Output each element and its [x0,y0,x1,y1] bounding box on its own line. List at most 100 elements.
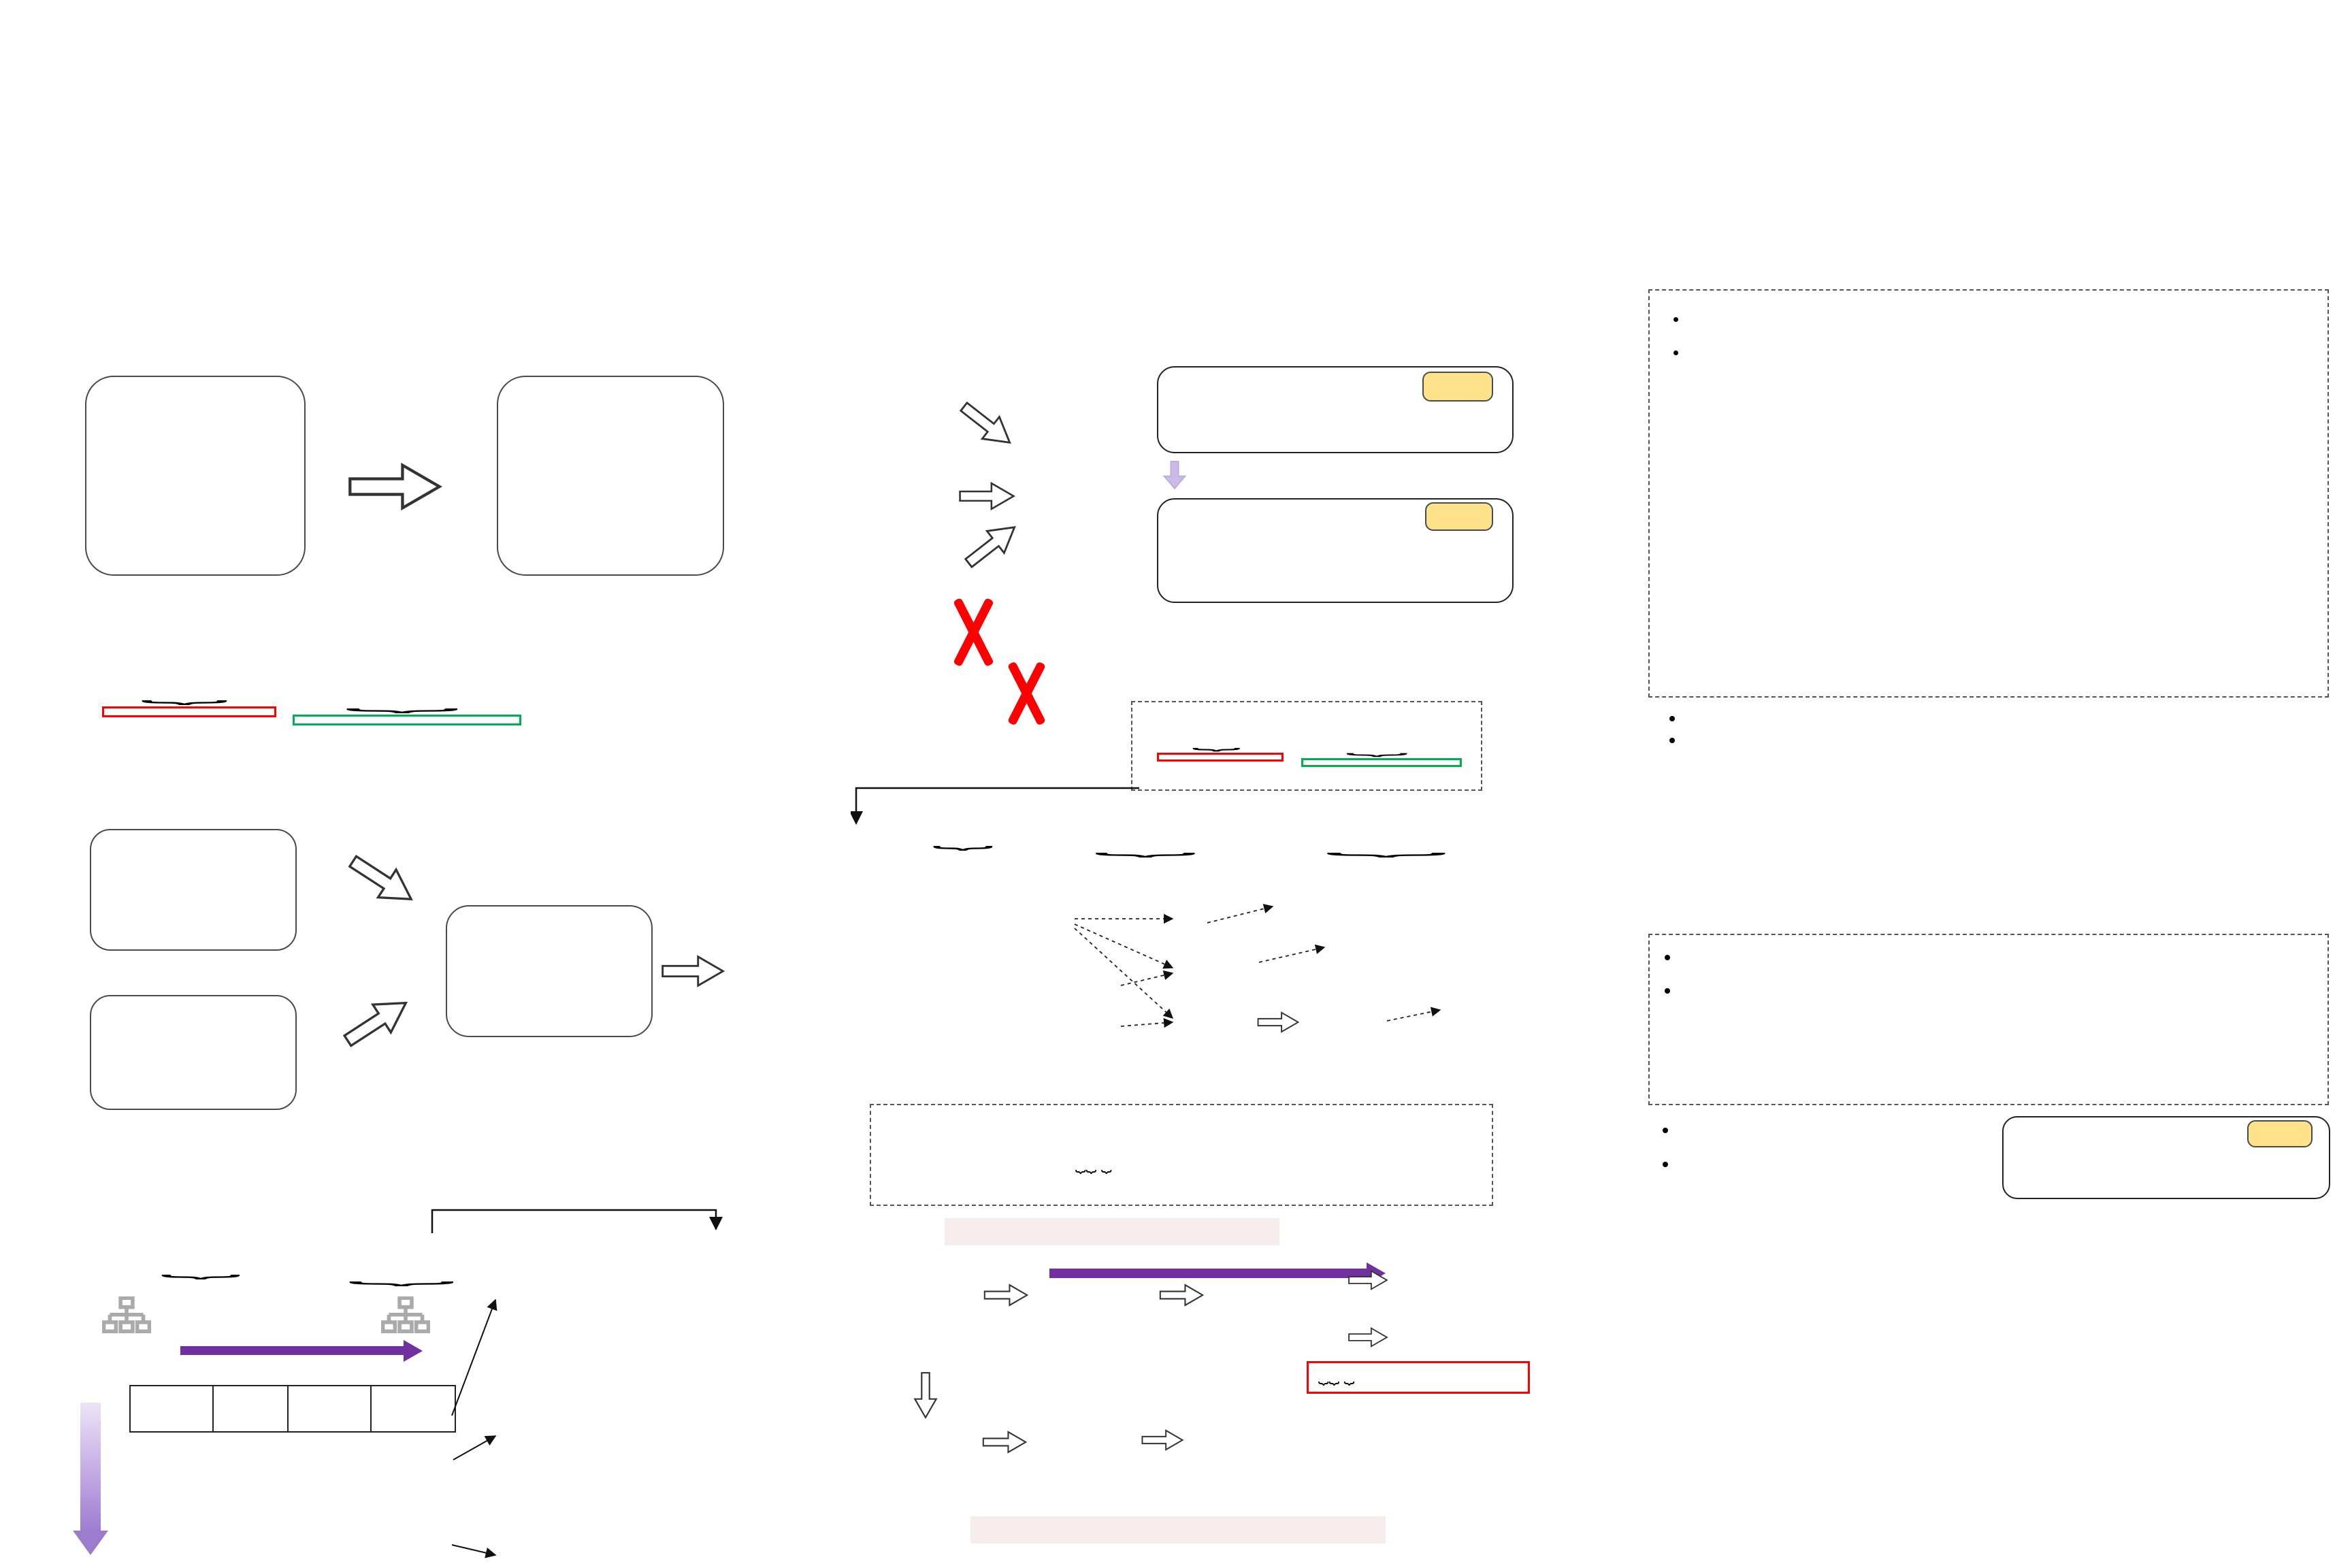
method-ce-brace: ⏟ [1157,734,1286,762]
figure7-block [2088,1024,2347,1317]
logits-badge [1422,372,1493,402]
label-smoothing-bars [1173,951,1250,991]
kd-green-bar [293,715,521,725]
student-box [446,905,653,1037]
kd-brace: ⏟ [293,691,524,725]
wrong-probs-bars [1240,1274,1307,1305]
teacher-network-box [85,376,306,576]
logits-example-panel [1157,366,1514,453]
flow-arrow [1337,1326,1399,1349]
kd-formula-box: ⏟ ⏟ [1131,701,1482,791]
grid-chart-2-1 [1843,1466,1972,1567]
all-logits-bars [875,1254,956,1305]
red-x-icon [951,595,990,669]
grid-chart-2-0 [1708,1466,1838,1567]
explain-bullets [1661,708,2352,751]
focus-statement [87,761,795,791]
fig3-scatter-class [1878,1052,2089,1209]
col-class-discriminability [370,1385,456,1433]
flow-arrow [1152,1282,1211,1308]
student-network-box [497,376,724,576]
fig7-chart-3 [2253,1039,2329,1148]
explain-bullet-2 [1685,730,2352,751]
decomposition-arrow [180,1346,405,1355]
kd-purple-bars [1307,998,1380,1040]
grid-chart-1-1 [1843,1403,1972,1463]
band-softmax-wrong [970,1516,1386,1544]
teacher-network-bars [86,395,304,524]
decomp-dashed-arrows [1074,913,1174,1028]
remarks-box [1648,289,2329,698]
probs-bars [1026,468,1132,553]
kd-dashed-arrow [1386,1007,1441,1022]
knowledge-arrow-icon [316,973,436,1071]
softmax-down-arrow [1161,457,1188,493]
ce-brace: ⏟ [102,683,279,717]
formula-connector [431,1209,723,1233]
probs-badge [1425,502,1493,531]
logits-bars-1 [851,361,936,426]
ls-dashed-arrow [1258,944,1326,963]
onehot-bar [1176,905,1195,947]
fig7-chart-2 [2174,1039,2250,1148]
grid-chart-0-1 [1843,1341,1972,1401]
figure3-block [1647,1033,2096,1312]
wrong-probs-tilde-bars [1048,1413,1116,1455]
flow-arrow [1337,1269,1399,1292]
proposition-box: ⏟ ⏟ ⏟ [870,1104,1493,1206]
small-net-bars [91,1003,295,1071]
authors-left [1004,58,1569,80]
onehot-dashed-arrow [1207,904,1274,924]
teacher-output-bars [180,1293,276,1335]
flow-arrow [1131,1428,1194,1452]
ats-bullet-1 [1680,945,2317,968]
fig3-scatter-smooth [1666,1052,1877,1209]
logits-bars-3 [851,519,953,566]
grid-chart-0-0 [1708,1341,1838,1401]
col-smooth-regularization [287,1385,372,1433]
all-probs-bars [1054,1251,1134,1305]
grid-chart-2-2 [1978,1466,2107,1567]
trial-kd-brace: ⏟ [347,1262,456,1285]
ce-red-bar [102,706,276,717]
kd-hollow-arrow [1256,1007,1300,1037]
neurips-logo-dots [1987,33,2130,193]
kd-mixed-bars [1173,999,1250,1040]
method-kd-brace: ⏟ [1301,739,1465,767]
grid-chart-1-0 [1708,1403,1838,1463]
student-tree-icon [381,1296,430,1336]
probs-example-panel [1157,498,1514,603]
teach-arrow-icon [323,459,466,514]
wrong-logits-bars [885,1421,951,1455]
cg-bar [1049,905,1070,947]
knowledge-arrow-icon [322,831,442,930]
proposition-formula: ⏟ ⏟ ⏟ [1075,1153,1112,1173]
red-x-icon [1006,659,1041,728]
brace-class-discriminability: ⏟ [1325,834,1448,856]
fig7-chart-1 [2095,1039,2171,1148]
experiment-grid [1647,1324,2110,1563]
knowledge-arrow-1 [320,831,442,932]
large-net-box [90,829,297,951]
lkd-connector [851,787,1139,825]
temperature-arrow [80,1403,101,1532]
ats-bullet-2 [1680,978,2317,1002]
grid-chart-1-2 [1978,1403,2107,1463]
mini-logits-panel [2002,1116,2330,1199]
dv-red-box-formula: ⏟ ⏟ ⏟ [1307,1361,1530,1394]
result-arrow-icon [659,953,727,990]
brace-smooth-regularization: ⏟ [1094,834,1197,856]
contact-line [1004,185,1991,208]
explain-bullet-1 [1685,708,2352,730]
slice-down-arrow [912,1364,939,1426]
ats-box [1648,934,2329,1105]
knowledge-arrow-2 [316,973,438,1074]
col-correct-guidance [212,1385,289,1433]
trial-ce-brace: ⏟ [160,1256,242,1278]
student-network-bars [498,395,723,524]
neurips-logo [1987,33,2334,193]
brace-correct-guidance: ⏟ [932,827,994,849]
large-net-bars [91,838,295,912]
grid-chart-0-2 [1978,1341,2107,1401]
